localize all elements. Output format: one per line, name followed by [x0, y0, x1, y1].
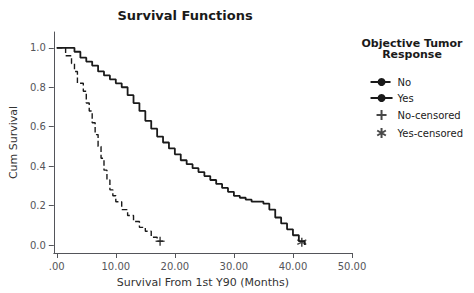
svg-text:40.00: 40.00	[279, 261, 308, 272]
svg-text:Survival From 1st Y90 (Months): Survival From 1st Y90 (Months)	[117, 276, 289, 289]
svg-text:No-censored: No-censored	[398, 110, 461, 121]
svg-text:0.6: 0.6	[30, 121, 46, 132]
svg-text:Survival Functions: Survival Functions	[117, 8, 252, 23]
svg-text:0.4: 0.4	[30, 161, 46, 172]
svg-text:30.00: 30.00	[220, 261, 249, 272]
svg-text:10.00: 10.00	[101, 261, 130, 272]
svg-text:Objective Tumor: Objective Tumor	[361, 37, 463, 50]
svg-text:Yes: Yes	[397, 93, 414, 104]
svg-text:Yes-censored: Yes-censored	[397, 128, 463, 139]
svg-text:20.00: 20.00	[161, 261, 190, 272]
svg-text:1.0: 1.0	[30, 42, 46, 53]
svg-text:0.8: 0.8	[30, 82, 46, 93]
svg-text:Response: Response	[382, 48, 442, 61]
svg-text:0.0: 0.0	[30, 240, 46, 251]
svg-text:No: No	[398, 77, 412, 88]
svg-text:Cum Survival: Cum Survival	[7, 106, 20, 179]
svg-text:0.2: 0.2	[30, 200, 46, 211]
svg-text:50.00: 50.00	[338, 261, 367, 272]
svg-text:.00: .00	[49, 261, 65, 272]
